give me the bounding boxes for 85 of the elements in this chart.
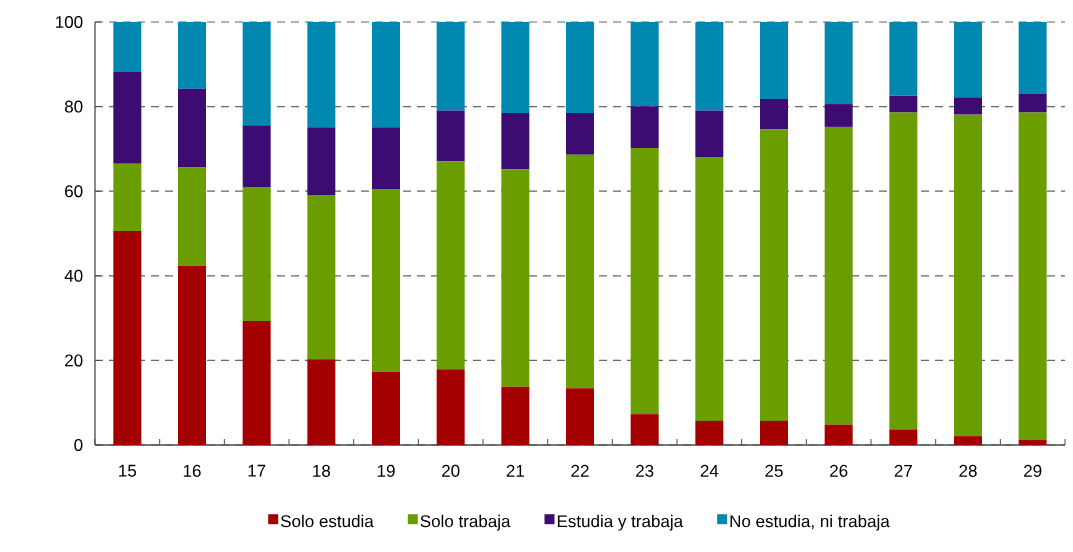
bar bbox=[889, 22, 918, 96]
x-tick-label: 19 bbox=[377, 464, 395, 477]
x-tick-label: 27 bbox=[894, 464, 912, 477]
x-tick-label: 20 bbox=[442, 464, 460, 477]
x-tick-label: 28 bbox=[959, 464, 977, 477]
x-tick-label: 25 bbox=[765, 464, 783, 477]
bar bbox=[501, 169, 530, 387]
bar bbox=[760, 98, 789, 130]
bar bbox=[1018, 93, 1047, 113]
x-tick-label: 21 bbox=[506, 464, 524, 477]
bar bbox=[824, 104, 853, 127]
bar bbox=[695, 156, 724, 421]
bar bbox=[954, 114, 983, 437]
bar bbox=[695, 420, 724, 445]
bar bbox=[824, 22, 853, 105]
bar bbox=[566, 388, 594, 445]
bar bbox=[436, 110, 465, 162]
bar bbox=[566, 22, 594, 113]
x-tick-label: 17 bbox=[248, 464, 266, 477]
x-tick-label: 26 bbox=[830, 464, 848, 477]
bar bbox=[436, 369, 465, 445]
bar bbox=[372, 127, 400, 190]
bar bbox=[178, 88, 206, 168]
x-tick-label: 15 bbox=[119, 464, 137, 477]
bar bbox=[501, 112, 530, 170]
legend-label: Solo estudia bbox=[280, 514, 374, 528]
bar bbox=[566, 112, 594, 155]
x-tick-label: 18 bbox=[313, 464, 331, 477]
bar bbox=[307, 359, 336, 445]
bar bbox=[760, 420, 789, 445]
bar bbox=[436, 22, 465, 111]
bar bbox=[178, 22, 206, 89]
bar bbox=[113, 71, 142, 164]
bar bbox=[372, 22, 400, 128]
bar bbox=[954, 97, 983, 115]
y-tick-label: 20 bbox=[65, 354, 83, 367]
bar bbox=[307, 127, 336, 196]
bar bbox=[307, 22, 336, 128]
y-tick-label: 40 bbox=[64, 269, 83, 282]
bar bbox=[501, 386, 530, 445]
bar bbox=[566, 154, 594, 389]
bar bbox=[178, 167, 206, 266]
bar bbox=[372, 371, 400, 445]
bar bbox=[695, 22, 724, 111]
bar bbox=[630, 106, 659, 149]
x-tick-label: 16 bbox=[183, 464, 201, 477]
bar bbox=[178, 265, 206, 445]
bar bbox=[889, 429, 918, 445]
bar bbox=[630, 414, 659, 445]
bar bbox=[113, 230, 142, 445]
y-tick-label: 80 bbox=[64, 100, 83, 113]
bar bbox=[630, 22, 659, 107]
bar bbox=[824, 126, 853, 425]
bar bbox=[889, 112, 918, 430]
y-tick-label: 60 bbox=[65, 185, 83, 198]
y-tick-label: 100 bbox=[56, 15, 83, 29]
bar bbox=[824, 424, 853, 445]
bar bbox=[1018, 22, 1047, 94]
bar bbox=[1018, 439, 1047, 445]
bar bbox=[760, 129, 789, 421]
bar bbox=[372, 189, 400, 372]
x-tick-label: 29 bbox=[1024, 464, 1042, 477]
legend-label: No estudia, ni trabaja bbox=[730, 514, 890, 531]
x-tick-label: 22 bbox=[571, 464, 589, 477]
bar bbox=[760, 22, 789, 99]
bar bbox=[1018, 112, 1047, 440]
bar bbox=[242, 321, 271, 445]
bar bbox=[954, 436, 983, 445]
bar bbox=[242, 125, 271, 187]
bar bbox=[113, 163, 142, 231]
bar bbox=[113, 22, 142, 72]
bar bbox=[695, 110, 724, 157]
x-tick-label: 23 bbox=[636, 464, 654, 477]
legend-label: Estudia y trabaja bbox=[557, 514, 684, 531]
bar bbox=[242, 22, 271, 126]
bar bbox=[242, 186, 271, 322]
bar bbox=[954, 22, 983, 98]
bar bbox=[630, 148, 659, 415]
bar bbox=[889, 95, 918, 113]
y-tick-label: 0 bbox=[74, 438, 83, 452]
bar bbox=[501, 22, 530, 113]
bar bbox=[436, 161, 465, 370]
x-tick-label: 24 bbox=[700, 464, 719, 477]
bar bbox=[307, 195, 336, 360]
legend-label: Solo trabaja bbox=[420, 514, 511, 531]
